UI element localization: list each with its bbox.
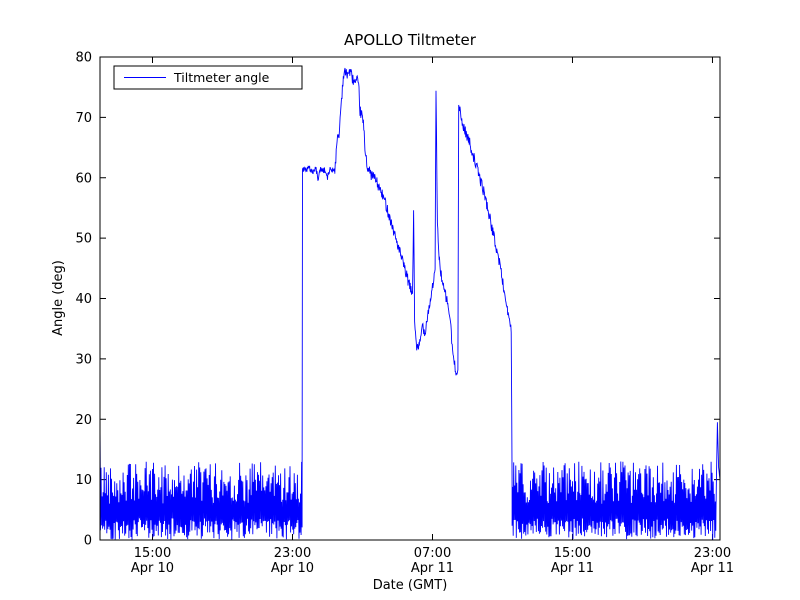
x-tick-date-label: Apr 10	[131, 561, 174, 576]
chart-title: APOLLO Tiltmeter	[344, 31, 477, 49]
x-tick-date-label: Apr 10	[271, 561, 314, 576]
x-tick-time-label: 23:00	[694, 546, 731, 561]
x-axis-label: Date (GMT)	[373, 578, 448, 593]
y-tick-label: 20	[75, 413, 92, 428]
y-tick-label: 40	[75, 292, 92, 307]
x-tick-date-label: Apr 11	[691, 561, 734, 576]
legend-box	[113, 65, 303, 90]
axes-frame	[99, 56, 721, 541]
legend: Tiltmeter angle	[113, 65, 303, 90]
y-axis-label: Angle (deg)	[51, 260, 66, 336]
x-tick-date-label: Apr 11	[551, 561, 594, 576]
x-tick-date-label: Apr 11	[411, 561, 454, 576]
y-tick-label: 60	[75, 171, 92, 186]
x-tick-time-label: 15:00	[134, 546, 171, 561]
x-tick-time-label: 23:00	[274, 546, 311, 561]
y-tick-label: 30	[75, 352, 92, 367]
y-tick-label: 0	[84, 534, 92, 549]
y-tick-label: 10	[75, 473, 92, 488]
x-tick-time-label: 15:00	[554, 546, 591, 561]
y-tick-label: 70	[75, 111, 92, 126]
y-tick-label: 50	[75, 232, 92, 247]
legend-label: Tiltmeter angle	[173, 70, 270, 85]
tiltmeter-angle-line	[99, 67, 721, 540]
y-tick-label: 80	[75, 51, 92, 66]
x-tick-time-label: 07:00	[414, 546, 451, 561]
